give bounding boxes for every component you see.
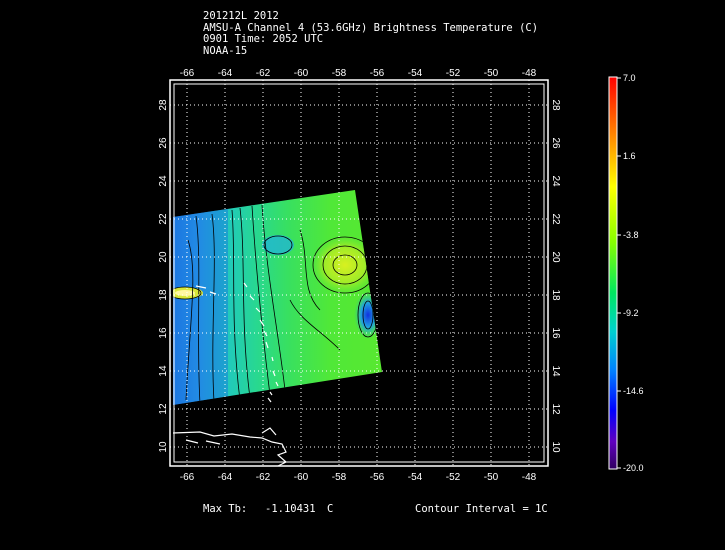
max-tb-unit: C [327, 503, 334, 515]
colorbar: 7.0 1.6 -3.8 -9.2 -14.6 -20.0 [608, 73, 644, 473]
lat-tick-label: 22 [158, 213, 169, 225]
contour-interval: Contour Interval = 1C [415, 503, 548, 515]
lat-tick-label: 18 [550, 289, 561, 301]
lat-tick-label: 22 [550, 213, 561, 225]
lon-tick-label: -60 [294, 472, 309, 483]
title-product: AMSU-A Channel 4 (53.6GHz) Brightness Te… [203, 21, 539, 34]
colorbar-label: 7.0 [623, 73, 636, 83]
lon-tick-label: -64 [218, 68, 233, 79]
lat-tick-label: 10 [158, 441, 169, 453]
colorbar-label: -14.6 [623, 386, 644, 396]
lon-tick-label: -64 [218, 472, 233, 483]
lat-tick-label: 26 [158, 137, 169, 149]
title-block: 201212L 2012 AMSU-A Channel 4 (53.6GHz) B… [203, 10, 539, 57]
max-tb-value: -1.10431 [265, 503, 316, 515]
lat-tick-label: 14 [158, 365, 169, 377]
lat-tick-label: 20 [550, 251, 561, 263]
lon-tick-label: -56 [370, 472, 385, 483]
lon-tick-label: -50 [484, 68, 499, 79]
lon-labels-top: -66 -64 -62 -60 -58 -56 -54 -52 -50 -48 [180, 68, 537, 79]
lon-tick-label: -54 [408, 472, 423, 483]
lon-tick-label: -60 [294, 68, 309, 79]
lon-tick-label: -66 [180, 472, 195, 483]
lon-tick-label: -52 [446, 68, 461, 79]
max-tb-label: Max Tb: [203, 503, 248, 515]
lat-tick-label: 28 [550, 99, 561, 111]
map-frame [169, 79, 549, 467]
brightness-temperature-swath [173, 190, 382, 405]
lon-tick-label: -54 [408, 68, 423, 79]
lat-tick-label: 24 [158, 175, 169, 187]
lon-tick-label: -48 [522, 68, 537, 79]
title-time: 0901 Time: 2052 UTC [203, 33, 324, 45]
lon-tick-label: -58 [332, 472, 347, 483]
coastlines [172, 282, 288, 467]
lat-tick-label: 18 [158, 289, 169, 301]
lat-tick-label: 24 [550, 175, 561, 187]
lon-tick-label: -56 [370, 68, 385, 79]
colorbar-label: -9.2 [623, 308, 639, 318]
lat-labels-left: 10 12 14 16 18 20 22 24 26 28 [158, 99, 169, 453]
graticule [170, 80, 548, 466]
colorbar-label: 1.6 [623, 151, 636, 161]
lon-tick-label: -52 [446, 472, 461, 483]
lon-labels-bottom: -66 -64 -62 -60 -58 -56 -54 -52 -50 -48 [180, 472, 537, 483]
title-satellite: NOAA-15 [203, 44, 248, 57]
lon-tick-label: -66 [180, 68, 195, 79]
colorbar-label: -3.8 [623, 230, 639, 240]
lon-tick-label: -62 [256, 68, 271, 79]
lon-tick-label: -58 [332, 68, 347, 79]
lat-tick-label: 12 [550, 403, 561, 415]
lat-tick-label: 16 [550, 327, 561, 339]
lat-tick-label: 10 [550, 441, 561, 453]
lat-tick-label: 26 [550, 137, 561, 149]
lat-tick-label: 20 [158, 251, 169, 263]
lon-tick-label: -48 [522, 472, 537, 483]
lat-tick-label: 12 [158, 403, 169, 415]
lon-tick-label: -50 [484, 472, 499, 483]
lat-labels-right: 10 12 14 16 18 20 22 24 26 28 [550, 99, 561, 453]
lat-tick-label: 14 [550, 365, 561, 377]
lat-tick-label: 28 [158, 99, 169, 111]
lon-tick-label: -62 [256, 472, 271, 483]
lat-tick-label: 16 [158, 327, 169, 339]
colorbar-label: -20.0 [623, 463, 644, 473]
title-storm-id: 201212L 2012 [203, 10, 279, 22]
